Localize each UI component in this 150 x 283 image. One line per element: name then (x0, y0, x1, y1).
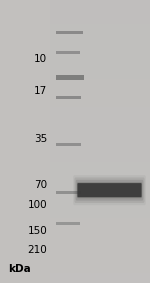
Text: 35: 35 (34, 134, 47, 144)
FancyBboxPatch shape (77, 182, 142, 198)
Text: 100: 100 (28, 200, 47, 210)
Bar (56, 222, 80, 225)
Bar (56, 31, 82, 35)
Text: 17: 17 (34, 85, 47, 96)
Text: 150: 150 (27, 226, 47, 236)
Text: 210: 210 (27, 245, 47, 256)
Text: 70: 70 (34, 180, 47, 190)
FancyBboxPatch shape (73, 175, 146, 205)
FancyBboxPatch shape (76, 180, 143, 201)
Text: 10: 10 (34, 54, 47, 65)
Bar (56, 96, 81, 99)
Bar (56, 75, 84, 80)
Bar (56, 191, 81, 194)
FancyBboxPatch shape (74, 177, 145, 203)
Bar (56, 143, 81, 146)
FancyBboxPatch shape (77, 183, 142, 197)
Text: kDa: kDa (8, 264, 31, 275)
Bar (56, 51, 80, 54)
